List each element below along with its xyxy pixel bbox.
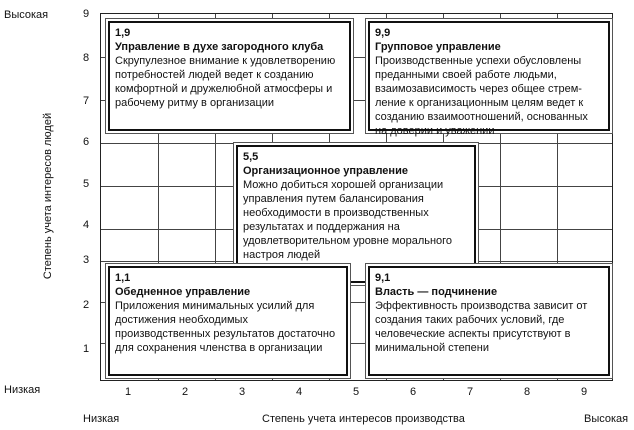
box-title: Организационное управление <box>243 165 408 177</box>
y-tick-label: 5 <box>82 178 90 190</box>
box-text: Скрупулезное внимание к удовлетворению п… <box>115 55 336 109</box>
x-tick-label: 3 <box>238 386 246 398</box>
grid-vertical-line <box>500 14 501 380</box>
x-tick-label: 4 <box>295 386 303 398</box>
x-axis-low-label: Низкая <box>83 413 120 425</box>
x-tick-label: 2 <box>181 386 189 398</box>
box-impoverished: 1,1 Обедненное управление Приложения мин… <box>108 266 348 376</box>
x-axis-title: Степень учета интересов производства <box>262 413 465 425</box>
y-tick-label: 8 <box>82 52 90 64</box>
grid-vertical-line <box>158 14 159 380</box>
y-axis-high-label: Высокая <box>4 9 49 21</box>
grid-horizontal-line <box>101 302 612 303</box>
y-axis-title: Степень учета интересов людей <box>42 112 54 280</box>
y-tick-label: 9 <box>82 8 90 20</box>
y-tick-label: 1 <box>82 343 90 355</box>
box-code: 5,5 <box>243 151 259 163</box>
grid-vertical-line <box>557 14 558 380</box>
box-code: 1,1 <box>115 272 131 284</box>
y-tick-label: 6 <box>82 136 90 148</box>
x-tick-label: 8 <box>523 386 531 398</box>
y-axis-low-label: Низкая <box>4 384 41 396</box>
x-tick-label: 7 <box>466 386 474 398</box>
x-tick-label: 6 <box>409 386 417 398</box>
box-team-management: 9,9 Групповое управление Производственны… <box>368 21 610 137</box>
box-text: Можно добиться хорошей организации управ… <box>243 179 453 261</box>
box-title: Власть — подчинение <box>375 286 498 298</box>
x-axis-high-label: Высокая <box>584 413 629 425</box>
box-text: Приложения минимальных усилий для достиж… <box>115 300 336 354</box>
x-tick-label: 9 <box>580 386 588 398</box>
grid-horizontal-line <box>101 57 612 58</box>
box-title: Групповое управление <box>375 41 501 53</box>
grid-horizontal-line <box>101 143 612 144</box>
box-text: Производственные успехи обусловлены пред… <box>375 55 588 137</box>
grid-horizontal-line <box>101 343 612 344</box>
box-code: 1,9 <box>115 27 131 39</box>
box-authority-compliance: 9,1 Власть — подчинение Эффективность пр… <box>368 266 610 376</box>
y-tick-label: 4 <box>82 219 90 231</box>
grid-vertical-line <box>215 14 216 380</box>
box-text: Эффективность производства зависит от со… <box>375 300 588 354</box>
box-middle-of-road: 5,5 Организационное управление Можно доб… <box>236 145 476 283</box>
box-country-club: 1,9 Управление в духе загородного клуба … <box>108 21 351 131</box>
box-code: 9,9 <box>375 27 391 39</box>
y-tick-label: 3 <box>82 254 90 266</box>
grid-horizontal-line <box>101 100 612 101</box>
box-title: Управление в духе загородного клуба <box>115 41 324 53</box>
x-tick-label: 5 <box>352 386 360 398</box>
y-tick-label: 7 <box>82 95 90 107</box>
box-code: 9,1 <box>375 272 391 284</box>
box-title: Обедненное управление <box>115 286 251 298</box>
x-tick-label: 1 <box>124 386 132 398</box>
y-tick-label: 2 <box>82 299 90 311</box>
